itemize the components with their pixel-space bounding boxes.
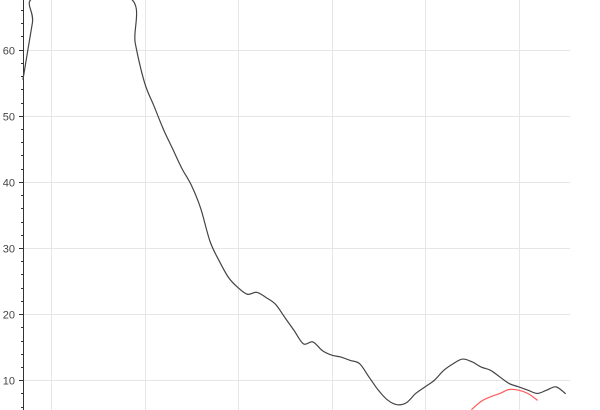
y-tick-label-1: 20 xyxy=(3,310,15,322)
y-tick-label-2: 30 xyxy=(3,244,15,256)
y-grid-lines xyxy=(23,50,570,381)
y-axis: 10 20 30 40 50 60 xyxy=(3,0,24,410)
y-tick-label-0: 10 xyxy=(3,376,15,388)
series-line-0 xyxy=(22,0,566,406)
y-tick-label-5: 60 xyxy=(3,46,15,58)
series-line-1 xyxy=(471,388,538,410)
y-tick-label-3: 40 xyxy=(3,178,15,190)
y-tick-label-4: 50 xyxy=(3,112,15,124)
series-layer xyxy=(22,0,566,410)
x-grid-lines xyxy=(51,0,520,410)
